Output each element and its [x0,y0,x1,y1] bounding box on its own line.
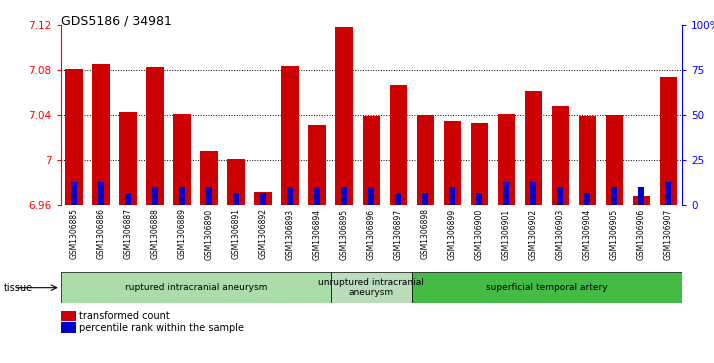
Bar [551,106,569,205]
Bar [605,115,623,205]
Text: GSM1306899: GSM1306899 [448,208,457,260]
Bar [341,187,347,205]
Text: tissue: tissue [4,283,33,293]
Bar [443,121,461,205]
Bar [125,192,131,205]
Text: GDS5186 / 34981: GDS5186 / 34981 [61,15,171,28]
Text: GSM1306907: GSM1306907 [664,208,673,260]
Text: GSM1306903: GSM1306903 [555,208,565,260]
Bar [146,67,164,205]
Bar [363,117,380,205]
Text: GSM1306893: GSM1306893 [286,208,295,260]
Text: GSM1306885: GSM1306885 [70,208,79,260]
Bar [336,26,353,205]
Text: GSM1306889: GSM1306889 [178,208,187,260]
Bar [71,182,77,205]
Bar [201,151,218,205]
Bar [61,311,76,321]
Bar [471,123,488,205]
Text: GSM1306902: GSM1306902 [529,208,538,260]
Bar [287,187,293,205]
Bar [174,114,191,205]
Bar [531,182,536,205]
Text: ruptured intracranial aneurysm: ruptured intracranial aneurysm [124,283,267,292]
Bar [498,114,515,205]
Text: GSM1306892: GSM1306892 [258,208,268,260]
Bar [314,187,321,205]
Bar [61,272,331,303]
Bar [416,115,434,205]
Text: GSM1306886: GSM1306886 [96,208,106,260]
Text: GSM1306890: GSM1306890 [205,208,213,260]
Bar [66,69,83,205]
Bar [233,192,239,205]
Bar [396,192,401,205]
Text: GSM1306905: GSM1306905 [610,208,619,260]
Bar [254,192,272,205]
Text: GSM1306894: GSM1306894 [313,208,322,260]
Bar [281,66,299,205]
Text: transformed count: transformed count [79,311,170,321]
Bar [449,187,456,205]
Bar [368,187,374,205]
Bar [119,112,137,205]
Bar [152,187,159,205]
Bar [660,77,677,205]
Text: GSM1306891: GSM1306891 [232,208,241,260]
Bar [308,125,326,205]
Text: GSM1306898: GSM1306898 [421,208,430,260]
Bar [422,192,428,205]
Bar [61,322,76,333]
Text: GSM1306896: GSM1306896 [367,208,376,260]
Bar [228,159,245,205]
Bar [557,187,563,205]
Bar [92,64,110,205]
Bar [611,187,618,205]
Text: GSM1306897: GSM1306897 [394,208,403,260]
Text: GSM1306887: GSM1306887 [124,208,133,260]
Text: percentile rank within the sample: percentile rank within the sample [79,323,244,333]
Bar [206,187,212,205]
Bar [412,272,682,303]
Bar [98,182,104,205]
Bar [525,90,542,205]
Bar [633,196,650,205]
Bar [584,192,590,205]
Text: GSM1306906: GSM1306906 [637,208,646,260]
Bar [331,272,412,303]
Text: GSM1306900: GSM1306900 [475,208,484,260]
Text: GSM1306904: GSM1306904 [583,208,592,260]
Bar [179,187,186,205]
Text: superficial temporal artery: superficial temporal artery [486,283,608,292]
Bar [578,117,596,205]
Bar [638,187,645,205]
Text: GSM1306888: GSM1306888 [151,208,160,259]
Bar [665,182,671,205]
Bar [476,192,483,205]
Bar [260,192,266,205]
Text: GSM1306895: GSM1306895 [340,208,348,260]
Text: GSM1306901: GSM1306901 [502,208,511,260]
Bar [390,85,407,205]
Bar [503,182,509,205]
Text: unruptured intracranial
aneurysm: unruptured intracranial aneurysm [318,278,424,297]
